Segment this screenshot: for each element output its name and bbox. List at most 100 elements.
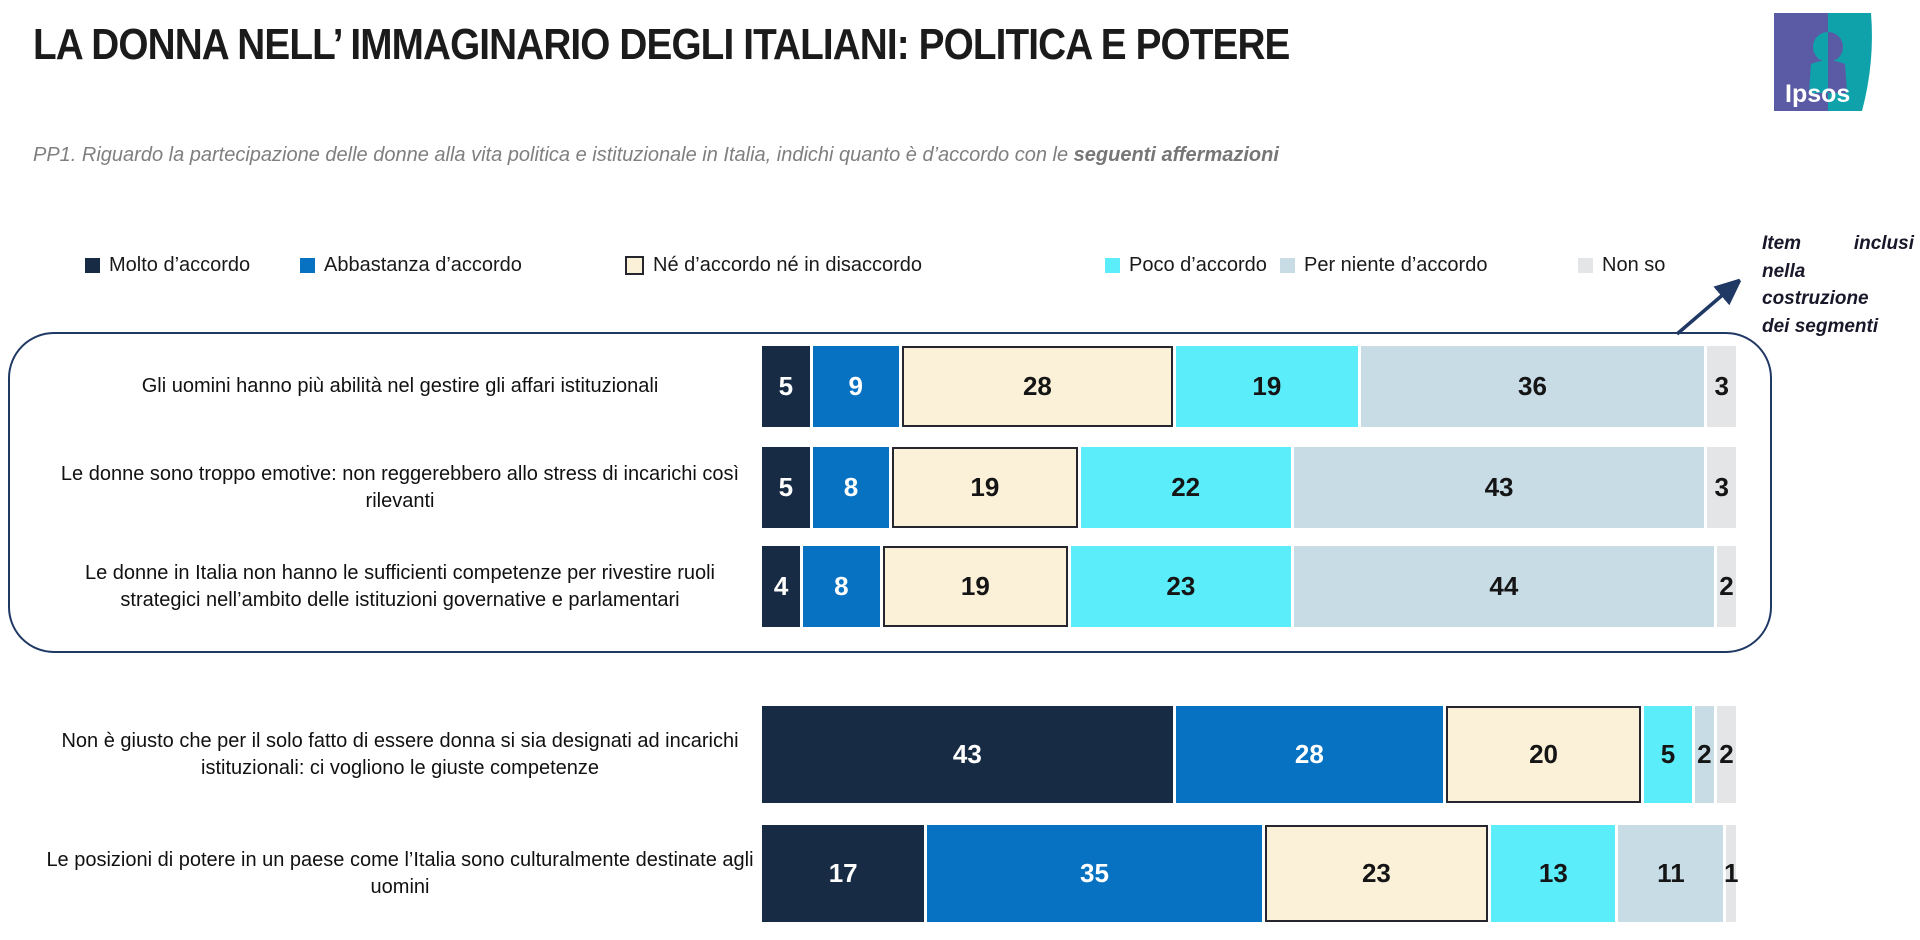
bar-segment: 44: [1293, 546, 1714, 627]
row-label: Non è giusto che per il solo fatto di es…: [61, 729, 739, 779]
bar-segment-value: 43: [952, 739, 982, 769]
bar-stack: 5 8 19 22 43 3: [762, 447, 1737, 528]
bar-segment-value: 20: [1529, 739, 1559, 769]
legend-item-abbastanza: Abbastanza d’accordo: [300, 252, 522, 278]
bar-segment-value: 23: [1166, 571, 1196, 601]
page-title: LA DONNA NELL’ IMMAGINARIO DEGLI ITALIAN…: [33, 20, 1290, 69]
bar-segment: 20: [1446, 706, 1642, 803]
bar-segment: 23: [1264, 825, 1489, 922]
segments-note-line: Item inclusi: [1762, 230, 1914, 258]
bar-segment-value: 2: [1719, 739, 1734, 769]
bar-segment: 9: [812, 346, 899, 427]
legend-swatch: [300, 257, 315, 273]
bar-segment-value: 28: [1022, 371, 1052, 401]
bar-segment: 3: [1707, 447, 1737, 528]
bar-segment: 8: [812, 447, 890, 528]
bar-segment: 1: [1724, 825, 1739, 922]
legend-item-molto: Molto d’accordo: [85, 252, 250, 278]
segments-note-line: costruzione: [1762, 288, 1869, 310]
bar-stack: 5 9 28 19 36 3: [762, 346, 1737, 427]
bar-segment: 5: [1644, 706, 1692, 803]
bar-segment: 5: [762, 447, 810, 528]
bar-stack: 4 8 19 23 44 2: [762, 546, 1737, 627]
bar-segment: 19: [882, 546, 1069, 627]
row-label: Le donne sono troppo emotive: non regger…: [60, 462, 740, 512]
legend-item-poco: Poco d’accordo: [1105, 252, 1267, 278]
bar-segment-value: 23: [1361, 858, 1391, 888]
legend-swatch: [625, 255, 644, 275]
bar-segment-value: 8: [843, 472, 859, 502]
bar-segment-value: 17: [828, 858, 858, 888]
bar-segment-value: 1: [1724, 858, 1739, 888]
legend-item-non-so: Non so: [1578, 252, 1665, 278]
legend-item-ne-daccordo: Né d’accordo né in disaccordo: [625, 252, 922, 278]
legend-item-per-niente: Per niente d’accordo: [1280, 252, 1487, 278]
bar-segment: 28: [901, 346, 1174, 427]
bar-segment: 19: [892, 447, 1078, 528]
segments-note-word: inclusi: [1853, 233, 1914, 254]
bar-segment-value: 3: [1714, 371, 1729, 401]
bar-segment-value: 36: [1518, 371, 1547, 401]
bar-segment: 3: [1707, 346, 1737, 427]
question-text: PP1. Riguardo la partecipazione delle do…: [33, 144, 1279, 167]
bar-stack: 17 35 23 13 11 1: [762, 825, 1739, 922]
bar-segment: 5: [762, 346, 810, 427]
bar-segment-value: 19: [960, 571, 990, 601]
legend-label: Molto d’accordo: [109, 253, 251, 276]
bar-segment: 19: [1176, 346, 1358, 427]
legend-label: Per niente d’accordo: [1304, 253, 1488, 276]
question-bold: seguenti affermazioni: [1073, 144, 1279, 166]
bar-segment-value: 8: [834, 571, 849, 601]
legend-label: Poco d’accordo: [1129, 253, 1267, 276]
segments-note-word: Item: [1762, 233, 1802, 254]
bar-segment: 2: [1716, 706, 1736, 803]
bar-segment-value: 3: [1714, 472, 1729, 502]
ipsos-logo: Ipsos: [1774, 13, 1872, 111]
bar-segment: 28: [1175, 706, 1444, 803]
bar-segment: 11: [1618, 825, 1724, 922]
bar-segment-value: 4: [773, 571, 789, 601]
legend-label: Né d’accordo né in disaccordo: [653, 253, 923, 276]
bar-segment-value: 13: [1538, 858, 1568, 888]
legend-swatch: [85, 257, 100, 273]
bar-segment: 2: [1716, 546, 1737, 627]
bar-segment-value: 19: [1252, 371, 1282, 401]
segments-note-line: nella: [1762, 260, 1806, 282]
bar-segment-value: 43: [1484, 472, 1514, 502]
legend-swatch: [1105, 257, 1120, 273]
segments-note-line: dei segmenti: [1762, 315, 1879, 337]
legend-swatch: [1578, 257, 1593, 273]
row-label: Gli uomini hanno più abilità nel gestire…: [141, 375, 659, 397]
bar-segment: 4: [762, 546, 801, 627]
bar-segment: 22: [1080, 447, 1291, 528]
bar-segment-value: 44: [1489, 571, 1519, 601]
bar-segment-value: 11: [1657, 858, 1685, 888]
bar-stack: 43 28 20 5 2 2: [762, 706, 1736, 803]
bar-segment: 23: [1071, 546, 1291, 627]
row-label: Le donne in Italia non hanno le sufficie…: [84, 561, 716, 611]
bar-segment: 43: [1293, 447, 1705, 528]
legend-swatch: [1280, 257, 1295, 273]
bar-segment-value: 22: [1171, 472, 1201, 502]
bar-segment-value: 5: [778, 371, 794, 401]
bar-segment: 2: [1694, 706, 1714, 803]
bar-segment-value: 19: [970, 472, 1000, 502]
legend-label: Abbastanza d’accordo: [324, 253, 522, 276]
bar-segment: 43: [762, 706, 1173, 803]
bar-segment: 8: [803, 546, 880, 627]
bar-segment: 13: [1491, 825, 1616, 922]
bar-segment-value: 35: [1080, 858, 1109, 888]
bar-segment: 36: [1360, 346, 1705, 427]
segments-note: Item inclusi nella costruzione dei segme…: [1762, 230, 1914, 340]
row-label: Le posizioni di potere in un paese come …: [46, 848, 754, 898]
question-prefix: PP1. Riguardo la partecipazione delle do…: [33, 144, 1074, 166]
bar-segment-value: 5: [778, 472, 794, 502]
segment-items-box: [8, 332, 1772, 653]
segments-arrow-icon: [1675, 258, 1770, 336]
bar-segment-value: 2: [1697, 739, 1712, 769]
bar-segment: 17: [762, 825, 925, 922]
bar-segment-value: 2: [1719, 571, 1734, 601]
ipsos-logo-text: Ipsos: [1785, 80, 1850, 108]
bar-segment: 35: [927, 825, 1262, 922]
bar-segment-value: 28: [1294, 739, 1324, 769]
